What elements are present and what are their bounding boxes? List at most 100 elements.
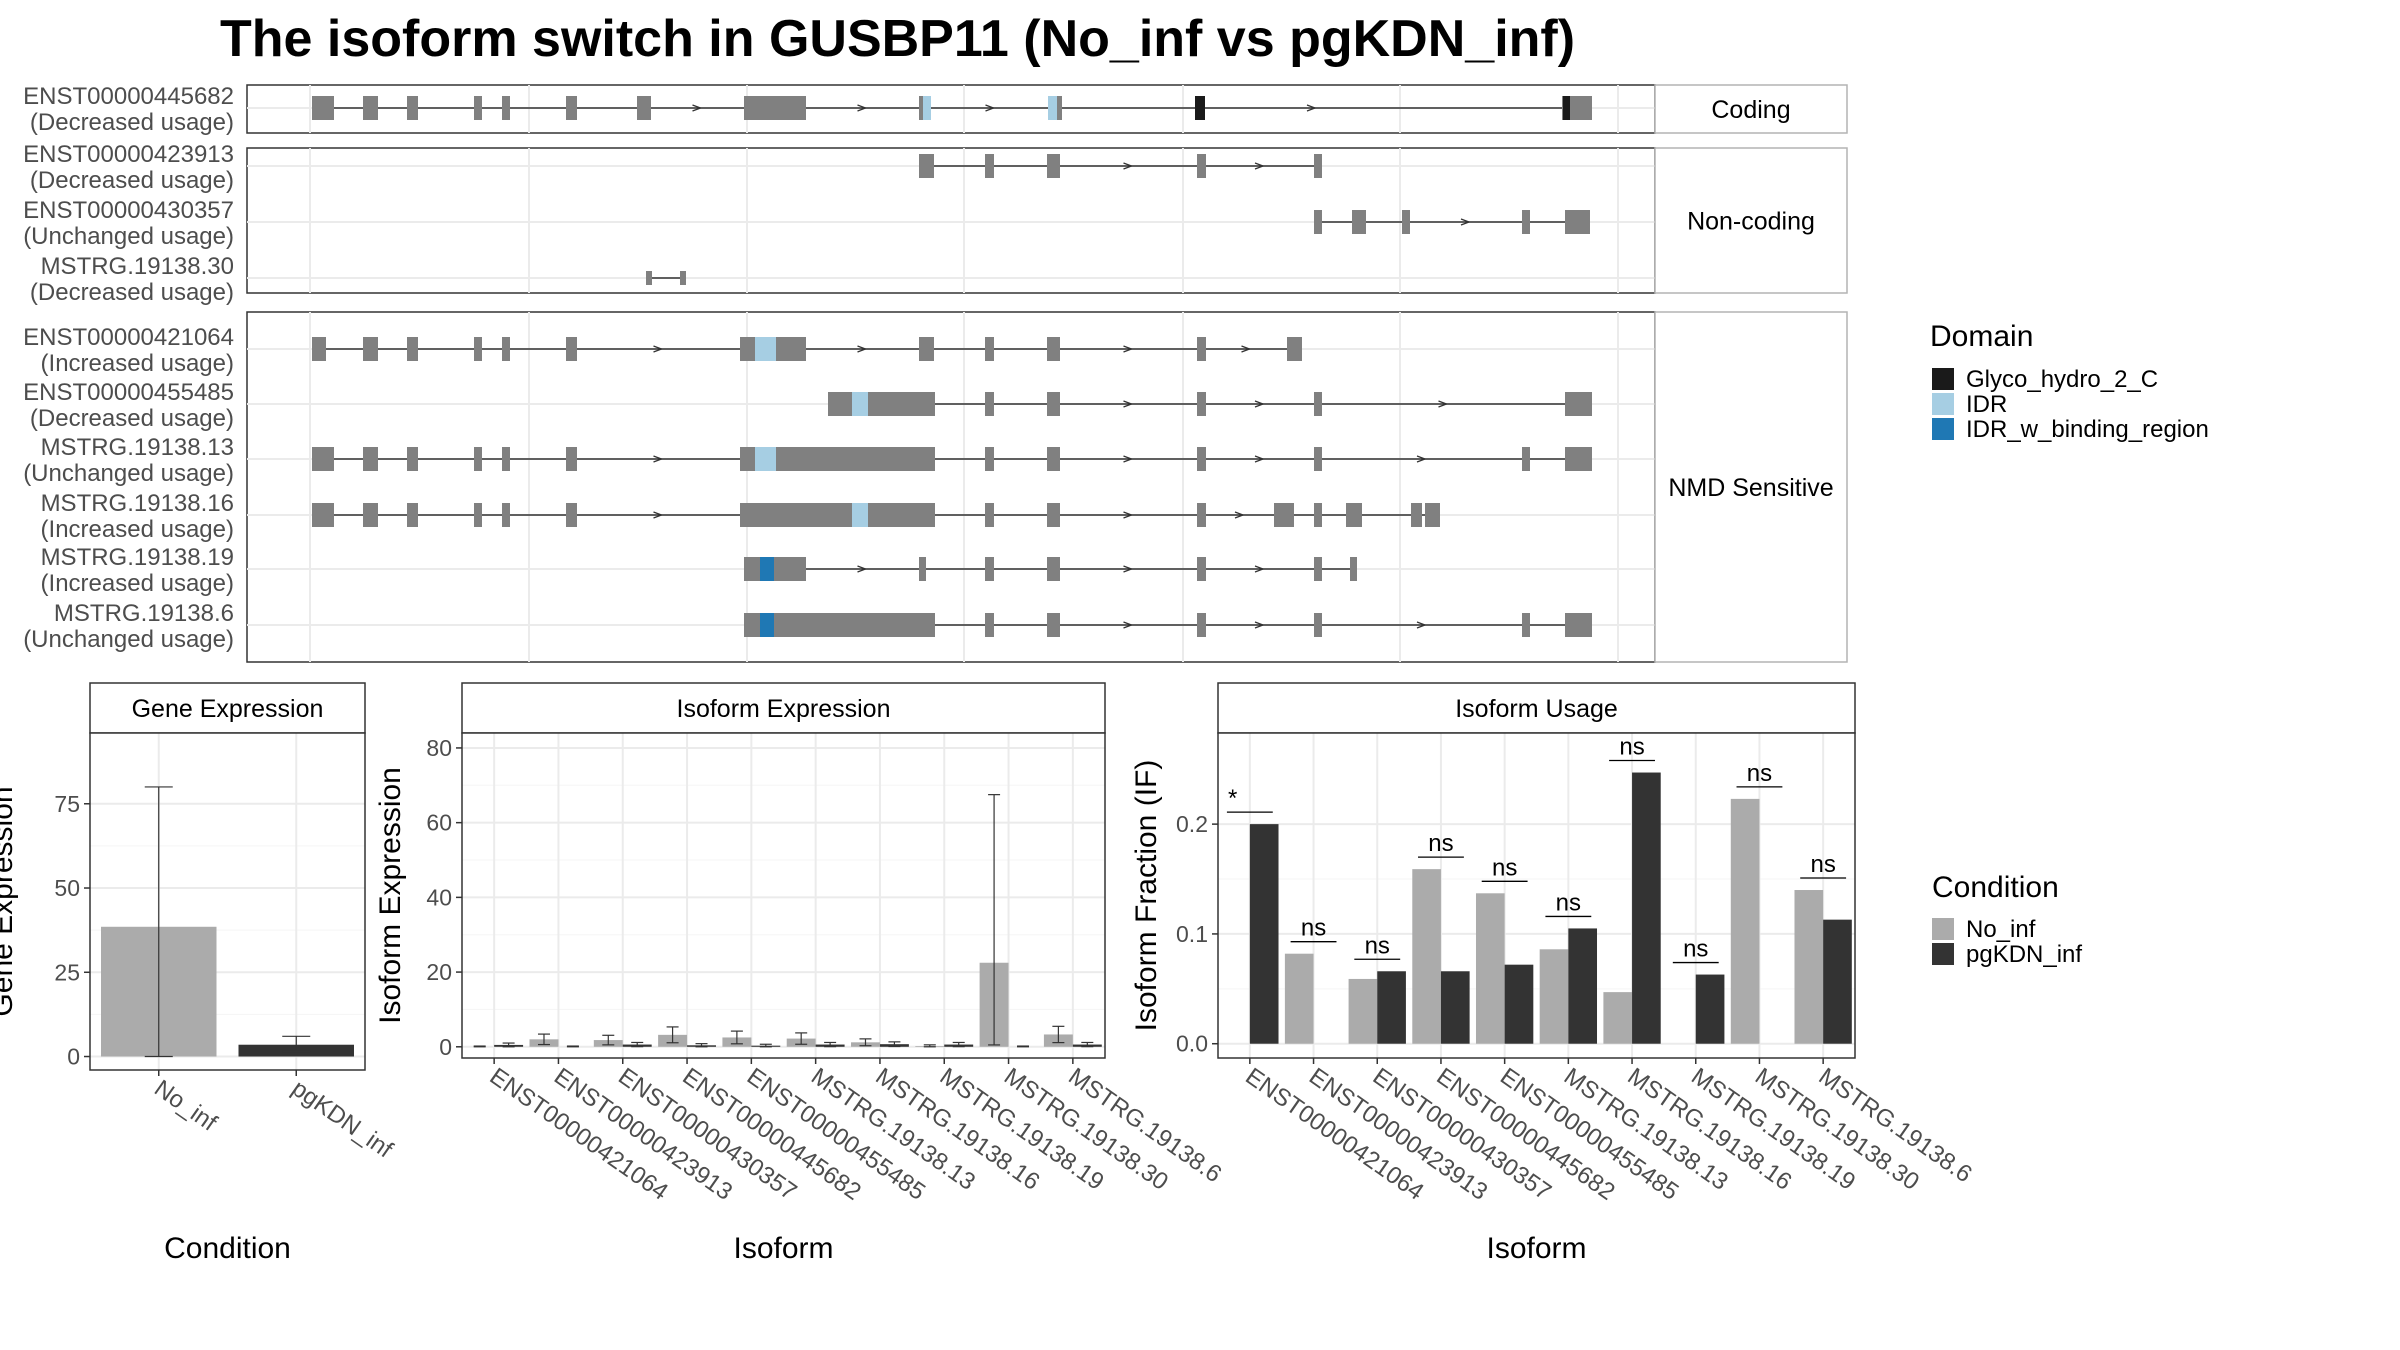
isoform-track <box>1314 210 1590 234</box>
domain-block <box>760 613 774 637</box>
isoform-name-label: MSTRG.19138.30 <box>41 253 234 280</box>
exon <box>312 96 334 120</box>
strand-arrow <box>1123 511 1134 519</box>
isoform-bar <box>1475 893 1505 1044</box>
significance-label: * <box>1228 785 1237 812</box>
domain-block <box>760 557 774 581</box>
isoform-bar <box>1377 971 1406 1044</box>
significance-label: ns <box>1683 936 1708 963</box>
isoform-bar <box>1603 992 1633 1044</box>
strand-arrow <box>985 104 996 112</box>
exon <box>1565 392 1592 416</box>
domain-block <box>852 392 868 416</box>
isoform-usage-label: (Unchanged usage) <box>23 626 234 653</box>
domain-legend: Domain Glyco_hydro_2_CIDRIDR_w_binding_re… <box>1930 320 2209 443</box>
exon <box>985 503 994 527</box>
gene-expression-chart: Gene Expression 0 25 50 75 No_inf pgKDN_inf Con… <box>0 682 398 1265</box>
strand-arrow <box>1123 455 1134 463</box>
exon <box>1522 613 1530 637</box>
exon <box>985 613 994 637</box>
exon <box>474 96 482 120</box>
y-axis-title: Isoform Fraction (IF) <box>1130 760 1163 1032</box>
exon <box>985 154 994 178</box>
domain-legend-swatch <box>1932 393 1954 415</box>
exon <box>919 154 934 178</box>
exon <box>566 503 577 527</box>
exon <box>1346 503 1362 527</box>
exon <box>407 96 418 120</box>
isoform-bar <box>1504 964 1534 1044</box>
exon <box>1197 154 1206 178</box>
y-tick-label: 40 <box>426 884 452 910</box>
exon <box>312 337 326 361</box>
exon <box>637 96 651 120</box>
exon <box>1047 154 1060 178</box>
domain-block <box>852 503 868 527</box>
exon <box>566 96 577 120</box>
isoform-name-label: ENST00000430357 <box>23 197 234 224</box>
isoform-track <box>646 271 686 285</box>
isoform-expression-chart: Isoform Expression020406080ENST000004210… <box>374 682 1226 1265</box>
domain-block <box>1563 96 1570 120</box>
isoform-track <box>312 96 1592 120</box>
exon <box>744 96 806 120</box>
isoform-usage-chart: Isoform Usage * ns ns ns ns ns ns ns ns ns 0.0 0.1 0.… <box>1130 682 1977 1265</box>
exon <box>919 337 934 361</box>
exon <box>1197 503 1206 527</box>
exon <box>1274 503 1294 527</box>
strand-arrow <box>857 104 868 112</box>
exon <box>407 503 418 527</box>
chart-strip <box>461 682 1106 734</box>
exon <box>502 337 510 361</box>
condition-legend-swatch <box>1932 943 1954 965</box>
exon <box>1314 392 1322 416</box>
domain-legend-label: IDR <box>1966 391 2007 418</box>
y-tick-label: 20 <box>426 959 452 985</box>
strand-arrow <box>1254 621 1265 629</box>
panel-strip <box>1654 147 1848 294</box>
significance-label: ns <box>1556 889 1581 916</box>
domain-block <box>755 447 776 471</box>
isoform-bar <box>1412 869 1441 1044</box>
isoform-usage-label: (Increased usage) <box>41 516 234 543</box>
strand-arrow <box>857 345 868 353</box>
isoform-usage-label: (Unchanged usage) <box>23 223 234 250</box>
exon <box>744 557 806 581</box>
chart-strip <box>1217 682 1856 734</box>
domain-legend-label: Glyco_hydro_2_C <box>1966 366 2158 393</box>
exon <box>1522 210 1530 234</box>
chart-strip <box>89 682 366 734</box>
chart-strip-title: Isoform Usage <box>1455 695 1618 723</box>
isoform-track <box>312 337 1302 361</box>
domain-legend-title: Domain <box>1930 320 2033 353</box>
isoform-name-label: MSTRG.19138.6 <box>54 600 234 627</box>
isoform-name-label: ENST00000455485 <box>23 379 234 406</box>
isoform-name-label: MSTRG.19138.19 <box>41 544 234 571</box>
panel-strip <box>1654 84 1848 134</box>
y-axis-title: Gene Expression <box>0 786 19 1016</box>
isoform-bar <box>1249 824 1279 1044</box>
y-tick-label: 0 <box>67 1044 80 1070</box>
exon <box>1055 96 1062 120</box>
exon <box>407 447 418 471</box>
exon <box>312 503 334 527</box>
exon <box>1197 337 1206 361</box>
strand-arrow <box>1123 400 1134 408</box>
exon <box>1314 503 1322 527</box>
exon <box>646 271 652 285</box>
domain-block <box>755 337 776 361</box>
strand-arrow <box>1254 162 1265 170</box>
x-axis-title: Condition <box>164 1232 291 1265</box>
exon <box>1197 613 1206 637</box>
y-tick-label: 0.1 <box>1176 921 1208 947</box>
strand-arrow <box>1416 621 1427 629</box>
isoform-usage-label: (Increased usage) <box>41 570 234 597</box>
condition-legend-label: No_inf <box>1966 916 2036 943</box>
strand-arrow <box>692 104 703 112</box>
exon <box>1047 557 1060 581</box>
strand-arrow <box>1123 345 1134 353</box>
isoform-bar <box>1632 772 1661 1044</box>
condition-legend-title: Condition <box>1932 871 2059 904</box>
